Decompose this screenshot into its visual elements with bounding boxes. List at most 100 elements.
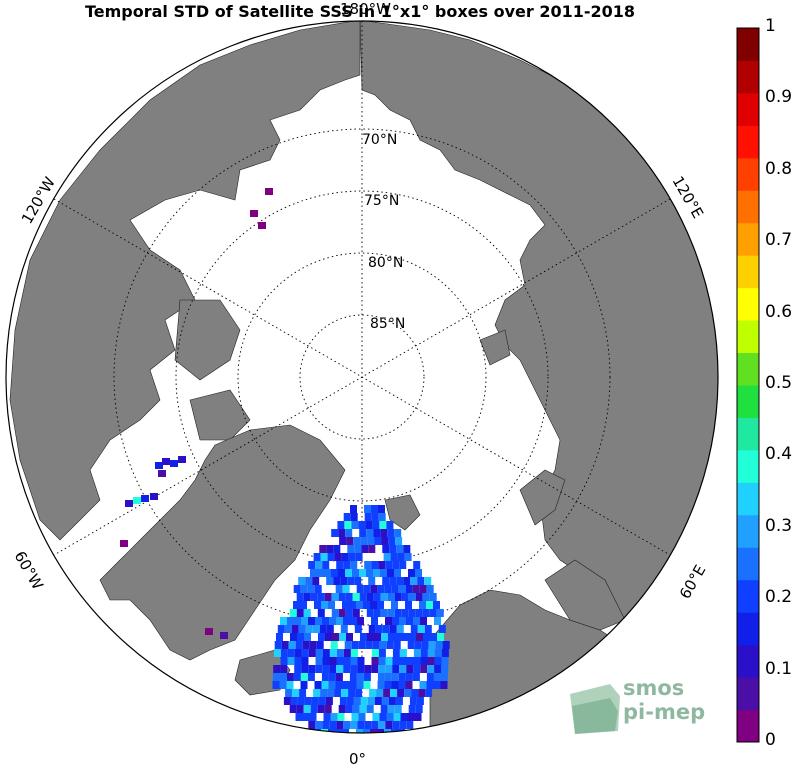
sss-std-cell bbox=[374, 697, 382, 705]
sss-std-cell bbox=[313, 737, 320, 745]
sss-std-cell bbox=[400, 713, 408, 721]
sss-std-cell bbox=[371, 561, 379, 569]
sss-std-cell bbox=[385, 721, 393, 729]
sss-std-cell bbox=[331, 569, 338, 577]
sss-std-cell bbox=[396, 577, 404, 585]
sss-std-cell bbox=[378, 561, 386, 569]
sss-std-cell bbox=[352, 705, 360, 713]
sss-std-cell bbox=[312, 577, 320, 585]
sss-std-cell bbox=[426, 585, 434, 593]
sss-std-cell bbox=[391, 601, 398, 609]
canada-islands bbox=[174, 299, 241, 381]
sss-std-cell bbox=[293, 601, 300, 609]
sss-std-cell bbox=[363, 673, 371, 681]
sss-std-cell bbox=[330, 713, 338, 721]
sss-std-cell bbox=[377, 681, 385, 689]
lon-label-60e: 60°E bbox=[676, 562, 710, 602]
sss-std-cell bbox=[322, 649, 330, 657]
sss-std-cell bbox=[360, 537, 368, 545]
sss-std-cell bbox=[162, 458, 170, 465]
sss-std-cell bbox=[349, 673, 357, 681]
colorbar-segment bbox=[737, 644, 759, 678]
sss-std-cell bbox=[351, 713, 359, 721]
sss-std-cell bbox=[324, 705, 332, 713]
sss-std-cell bbox=[273, 649, 281, 657]
sss-std-cell bbox=[367, 537, 375, 545]
sss-std-cell bbox=[343, 513, 351, 521]
sss-std-cell bbox=[324, 569, 331, 577]
lat-label-80: 80°N bbox=[368, 255, 403, 271]
sss-std-cell bbox=[426, 601, 433, 609]
sss-std-cell bbox=[358, 713, 366, 721]
novaya-zemlya-land bbox=[519, 469, 566, 526]
sss-std-cell bbox=[332, 633, 339, 641]
sss-std-cell bbox=[363, 729, 370, 733]
sss-std-cell bbox=[394, 569, 401, 577]
sss-std-cell bbox=[289, 705, 297, 713]
map-boundary bbox=[5, 20, 719, 734]
sss-std-cell bbox=[377, 585, 385, 593]
sss-std-cell bbox=[317, 569, 324, 577]
sss-std-cell bbox=[310, 705, 318, 713]
sss-std-cell bbox=[363, 681, 371, 689]
svalbard-land bbox=[384, 494, 421, 531]
sss-std-cell bbox=[392, 721, 400, 729]
sss-std-cell bbox=[417, 625, 425, 633]
sss-std-cell bbox=[406, 617, 413, 625]
sss-std-cell bbox=[336, 657, 344, 665]
sss-std-cell bbox=[265, 188, 273, 195]
sss-std-cell bbox=[294, 617, 301, 625]
colorbar-tick-label: 0.4 bbox=[765, 444, 793, 465]
sss-std-cell bbox=[378, 665, 386, 673]
sss-std-cell bbox=[366, 705, 374, 713]
sss-std-cell bbox=[322, 665, 330, 673]
sss-std-cell bbox=[330, 641, 338, 649]
sss-std-cell bbox=[336, 617, 343, 625]
sss-std-cell bbox=[302, 641, 310, 649]
sss-std-cell bbox=[342, 585, 350, 593]
colorbar-segment bbox=[737, 60, 759, 94]
sss-std-cell bbox=[402, 633, 409, 641]
sss-std-cell bbox=[315, 617, 322, 625]
sss-std-cell bbox=[349, 601, 356, 609]
sss-std-cell bbox=[392, 561, 400, 569]
sss-std-cell bbox=[158, 470, 166, 477]
sss-std-cell bbox=[403, 545, 411, 553]
sss-std-cell bbox=[310, 569, 317, 577]
sss-std-cell bbox=[303, 609, 311, 617]
colorbar-segment bbox=[737, 320, 759, 354]
sss-std-cell bbox=[220, 632, 228, 639]
sss-std-cell bbox=[178, 456, 186, 463]
sss-std-cell bbox=[310, 593, 318, 601]
colorbar-segment bbox=[737, 222, 759, 256]
sss-std-cell bbox=[338, 705, 346, 713]
colorbar-tick-label: 0.7 bbox=[765, 230, 793, 251]
sss-std-cell bbox=[399, 721, 407, 729]
sss-std-cell bbox=[320, 553, 328, 561]
sss-std-cell bbox=[415, 609, 423, 617]
sss-std-cell bbox=[373, 529, 381, 537]
sss-std-cell bbox=[205, 628, 213, 635]
sss-std-cell bbox=[293, 585, 301, 593]
sss-std-cell bbox=[420, 665, 428, 673]
sss-std-cell bbox=[393, 641, 401, 649]
colorbar-segment bbox=[737, 287, 759, 321]
sss-std-cell bbox=[393, 713, 401, 721]
sss-std-cell bbox=[303, 593, 311, 601]
sss-std-cell bbox=[392, 665, 400, 673]
sss-std-cell bbox=[348, 689, 356, 697]
sss-std-cell bbox=[333, 545, 341, 553]
sss-std-cell bbox=[434, 665, 442, 673]
lat-label-75: 75°N bbox=[364, 193, 399, 209]
sss-std-cell bbox=[347, 577, 355, 585]
sss-std-cell bbox=[383, 689, 391, 697]
sss-std-cell bbox=[320, 737, 327, 745]
colorbar-segment bbox=[737, 92, 759, 126]
sss-std-cell bbox=[389, 577, 397, 585]
sss-std-cell bbox=[322, 617, 329, 625]
sss-std-cell bbox=[406, 657, 414, 665]
sss-std-cell bbox=[351, 521, 359, 529]
sss-std-cell bbox=[364, 513, 372, 521]
sss-std-cell bbox=[286, 673, 294, 681]
sss-std-cell bbox=[373, 593, 381, 601]
